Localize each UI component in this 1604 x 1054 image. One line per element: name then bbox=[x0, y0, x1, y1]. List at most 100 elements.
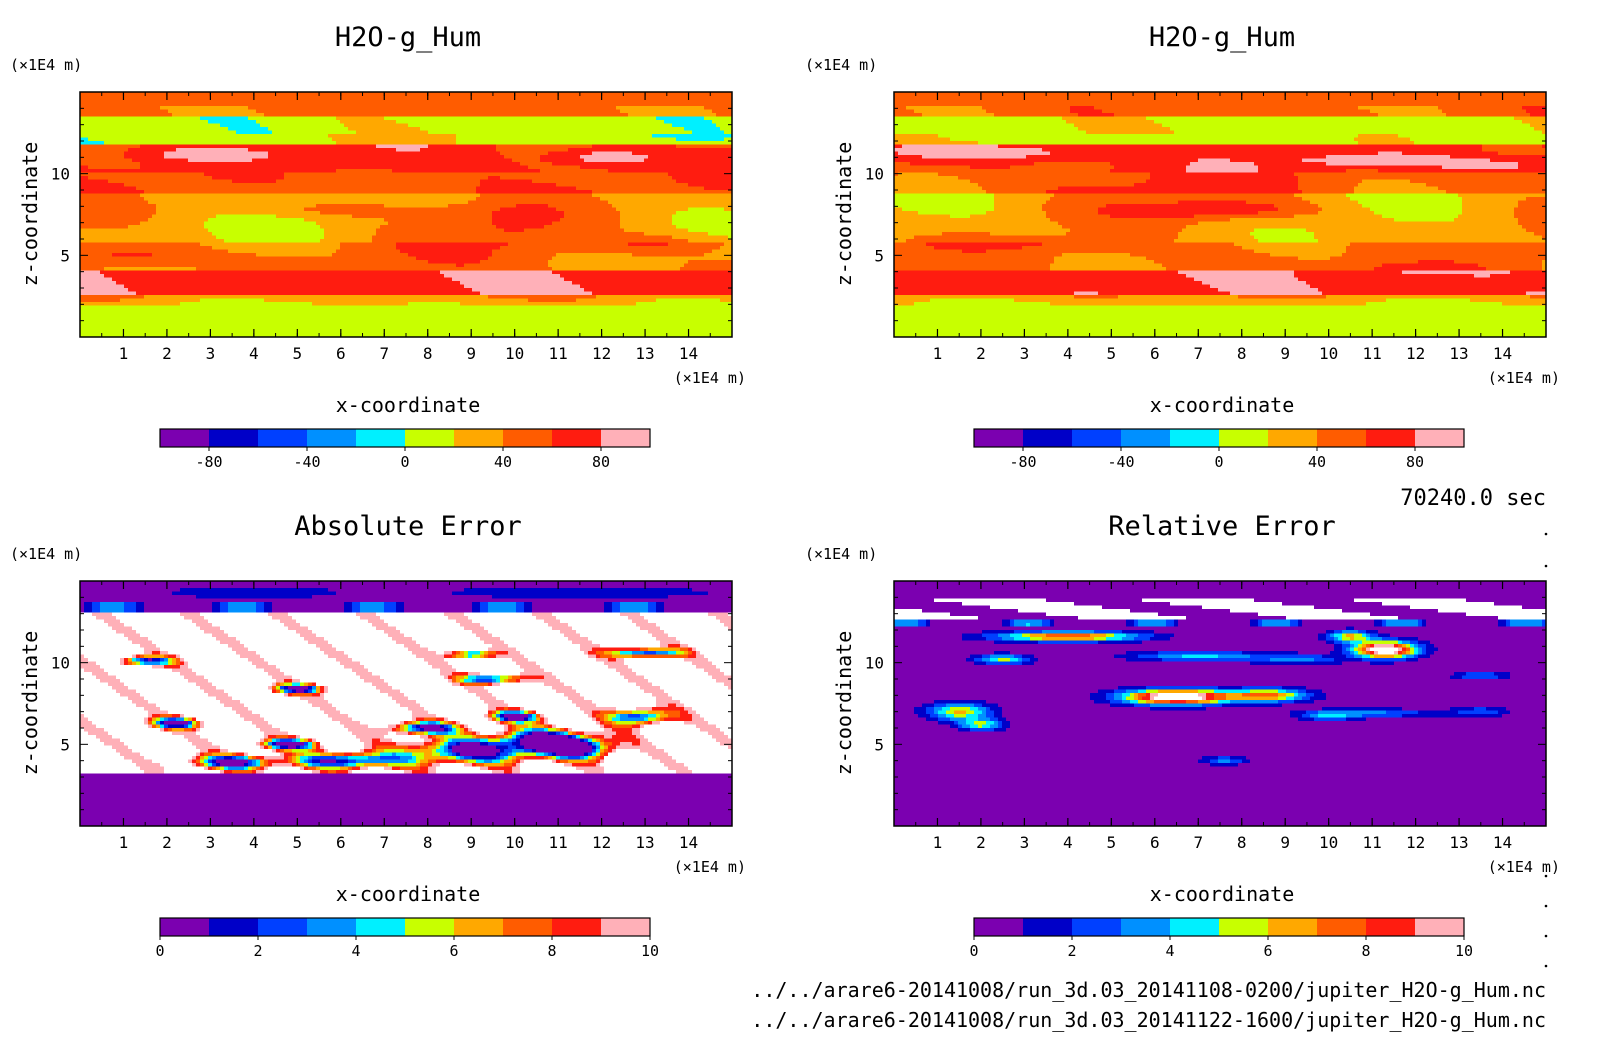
heatmap-cell bbox=[894, 647, 1335, 652]
heatmap-cell bbox=[504, 228, 525, 233]
heatmap-cell bbox=[352, 602, 361, 607]
heatmap-cell bbox=[80, 148, 129, 153]
heatmap-cell bbox=[564, 682, 637, 687]
heatmap-cell bbox=[468, 728, 473, 733]
heatmap-cell bbox=[164, 770, 221, 775]
heatmap-cell bbox=[1506, 707, 1546, 712]
heatmap-cell bbox=[1442, 109, 1527, 114]
heatmap-cell bbox=[1110, 214, 1195, 219]
heatmap-cell bbox=[894, 253, 1063, 258]
heatmap-cell bbox=[612, 724, 633, 729]
file-path: ../../arare6-20141008/run_3d.03_20141108… bbox=[751, 978, 1546, 1002]
heatmap-cell bbox=[316, 749, 325, 754]
heatmap-cell bbox=[970, 165, 1011, 170]
heatmap-cell bbox=[372, 738, 381, 743]
heatmap-cell bbox=[504, 714, 529, 719]
heatmap-cell bbox=[512, 675, 521, 680]
heatmap-cell bbox=[516, 745, 525, 750]
heatmap-cell bbox=[184, 658, 249, 663]
x-tick-label: 2 bbox=[976, 344, 986, 363]
x-tick-label: 10 bbox=[1319, 833, 1338, 852]
heatmap-cell bbox=[1210, 763, 1239, 768]
colorbar-tick-label: -80 bbox=[195, 453, 222, 471]
heatmap-cell bbox=[1458, 710, 1499, 715]
heatmap-cell bbox=[584, 738, 589, 743]
heatmap-cell bbox=[460, 731, 465, 736]
heatmap-cell bbox=[344, 605, 353, 610]
heatmap-cell bbox=[248, 707, 321, 712]
heatmap-cell bbox=[196, 623, 213, 628]
heatmap-cell bbox=[444, 749, 449, 754]
heatmap-cell bbox=[180, 302, 313, 307]
heatmap-cell bbox=[1086, 130, 1175, 135]
heatmap-cell bbox=[1258, 619, 1263, 624]
heatmap-cell bbox=[1498, 616, 1546, 621]
panel-bottom-right: Relative Error (×1E4 m) 1 2 3 4 5 6 7 8 9 10 11 12 1… bbox=[805, 511, 1560, 960]
x-tick-label: 4 bbox=[1063, 344, 1073, 363]
heatmap-cell bbox=[938, 717, 951, 722]
heatmap-cell bbox=[1218, 700, 1231, 705]
heatmap-cell bbox=[388, 693, 405, 698]
heatmap-cell bbox=[516, 602, 525, 607]
heatmap-cell bbox=[292, 738, 297, 743]
heatmap-cell bbox=[144, 190, 477, 195]
colorbar-tick-label: 80 bbox=[1406, 453, 1424, 471]
heatmap-cell bbox=[592, 190, 732, 195]
heatmap-cell bbox=[412, 756, 417, 761]
heatmap-cell bbox=[132, 749, 201, 754]
heatmap-cell bbox=[556, 756, 561, 761]
heatmap-cell bbox=[516, 756, 525, 761]
heatmap-cell bbox=[894, 724, 951, 729]
heatmap-cell bbox=[1398, 651, 1403, 656]
heatmap-cell bbox=[324, 686, 329, 691]
heatmap-cell bbox=[496, 735, 505, 740]
heatmap-cell bbox=[112, 626, 133, 631]
heatmap-cell bbox=[894, 770, 1546, 775]
heatmap-cell bbox=[556, 728, 561, 733]
colorbar-segment bbox=[1170, 429, 1220, 447]
heatmap-cell bbox=[136, 703, 157, 708]
heatmap-cell bbox=[100, 602, 125, 607]
heatmap-cell bbox=[352, 609, 361, 614]
heatmap-cell bbox=[1014, 623, 1027, 628]
heatmap-cell bbox=[1114, 654, 1139, 659]
heatmap-cell bbox=[268, 672, 285, 677]
heatmap-cell bbox=[1282, 602, 1383, 607]
heatmap-cell bbox=[80, 707, 145, 712]
heatmap-cell bbox=[668, 651, 677, 656]
heatmap-cell bbox=[536, 661, 605, 666]
heatmap-cell bbox=[488, 630, 561, 635]
heatmap-cell bbox=[80, 808, 732, 813]
heatmap-cell bbox=[516, 728, 521, 733]
heatmap-cell bbox=[966, 658, 975, 663]
heatmap-cell bbox=[648, 738, 717, 743]
heatmap-cell bbox=[80, 780, 732, 785]
heatmap-cell bbox=[228, 605, 257, 610]
heatmap-cell bbox=[926, 619, 931, 624]
heatmap-cell bbox=[704, 253, 732, 258]
heatmap-cell bbox=[192, 721, 197, 726]
heatmap-cell bbox=[488, 651, 497, 656]
heatmap-cell bbox=[508, 735, 513, 740]
heatmap-cell bbox=[664, 605, 732, 610]
heatmap-cell bbox=[1242, 651, 1299, 656]
heatmap-cell bbox=[1514, 116, 1546, 121]
x-tick-label: 4 bbox=[249, 833, 259, 852]
heatmap-cell bbox=[1090, 696, 1107, 701]
heatmap-cell bbox=[100, 270, 441, 275]
heatmap-cell bbox=[352, 731, 389, 736]
heatmap-cell bbox=[596, 749, 601, 754]
colorbar-segment bbox=[405, 918, 455, 936]
heatmap-cell bbox=[700, 651, 732, 656]
heatmap-cell bbox=[472, 654, 481, 659]
heatmap-cell bbox=[240, 654, 261, 659]
heatmap-cell bbox=[918, 211, 987, 216]
y-unit-label: (×1E4 m) bbox=[10, 56, 82, 74]
heatmap-cell bbox=[80, 777, 732, 782]
heatmap-cell bbox=[376, 626, 397, 631]
heatmap-cell bbox=[1114, 633, 1127, 638]
heatmap-cell bbox=[300, 679, 365, 684]
heatmap-cell bbox=[176, 658, 181, 663]
heatmap-cell bbox=[894, 717, 927, 722]
heatmap-cell bbox=[894, 197, 995, 202]
